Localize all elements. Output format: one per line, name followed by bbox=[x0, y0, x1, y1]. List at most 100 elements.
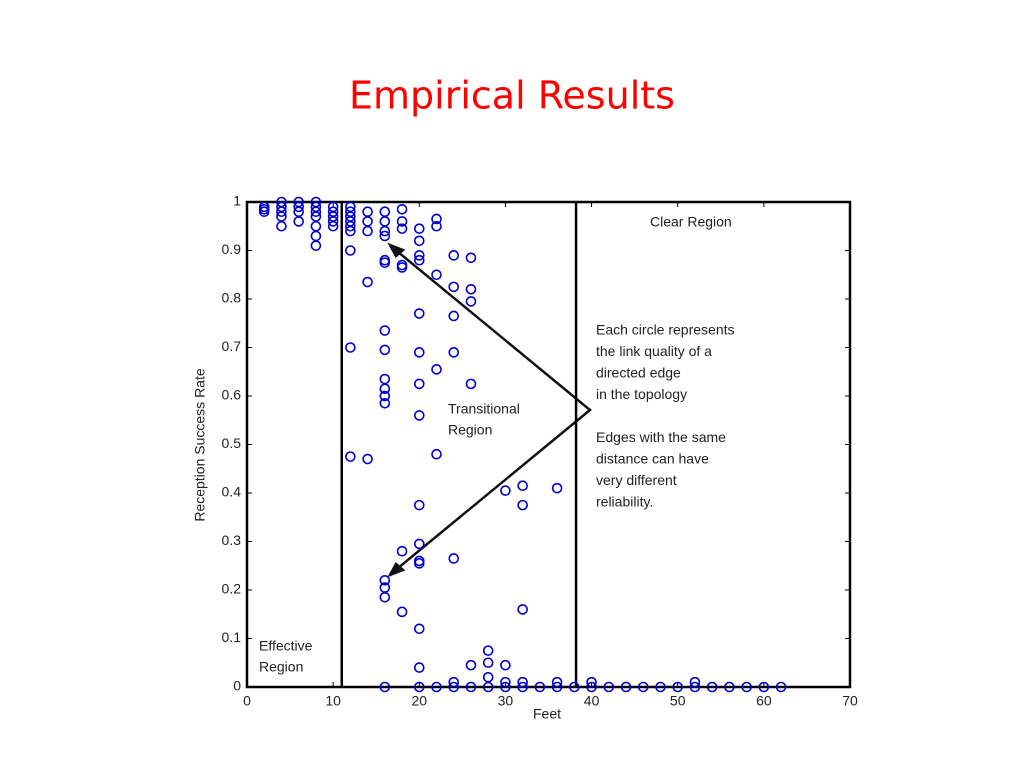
point bbox=[517, 499, 528, 511]
x-tick-label: 50 bbox=[670, 693, 686, 709]
point bbox=[345, 220, 356, 232]
point bbox=[413, 378, 425, 390]
point bbox=[396, 203, 408, 215]
point bbox=[689, 681, 701, 693]
point bbox=[551, 676, 563, 688]
point bbox=[413, 235, 425, 247]
point bbox=[379, 390, 391, 402]
point bbox=[276, 206, 287, 217]
point bbox=[706, 681, 718, 693]
point bbox=[327, 216, 339, 227]
point bbox=[551, 681, 563, 693]
point bbox=[413, 662, 425, 673]
point bbox=[379, 681, 391, 693]
point bbox=[465, 252, 477, 264]
point bbox=[517, 604, 528, 615]
point bbox=[517, 480, 528, 492]
point bbox=[534, 681, 546, 693]
y-tick-label: 0.1 bbox=[222, 629, 242, 645]
note: Each circle represents the link quality o… bbox=[596, 322, 735, 510]
point bbox=[310, 206, 322, 217]
point bbox=[672, 681, 684, 693]
point bbox=[500, 485, 511, 496]
point bbox=[603, 681, 615, 693]
point bbox=[379, 383, 391, 395]
point bbox=[586, 681, 597, 693]
point bbox=[327, 220, 339, 232]
point bbox=[465, 659, 477, 671]
point bbox=[396, 223, 408, 234]
point bbox=[569, 681, 580, 693]
point bbox=[413, 250, 425, 261]
arrow-head bbox=[387, 242, 406, 258]
point bbox=[482, 671, 494, 683]
point bbox=[775, 681, 787, 693]
point bbox=[293, 201, 304, 213]
y-tick-label: 1 bbox=[233, 193, 241, 209]
y-axis-label: Reception Success Rate bbox=[192, 368, 208, 522]
annotation: Effective bbox=[259, 638, 313, 654]
annotation: Region bbox=[259, 659, 303, 675]
point bbox=[431, 220, 442, 232]
point bbox=[413, 538, 425, 550]
point bbox=[413, 347, 425, 358]
x-tick-label: 60 bbox=[756, 693, 772, 709]
point bbox=[413, 254, 425, 266]
point bbox=[293, 216, 304, 227]
point bbox=[379, 216, 391, 227]
point bbox=[379, 591, 391, 603]
point bbox=[379, 325, 391, 336]
point bbox=[431, 269, 442, 281]
y-tick-label: 0.7 bbox=[222, 338, 242, 354]
point bbox=[379, 397, 391, 409]
note-line: very different bbox=[596, 472, 677, 488]
point bbox=[379, 230, 391, 242]
arrow-head bbox=[387, 562, 406, 578]
annotation: Region bbox=[448, 422, 492, 438]
x-axis-label: Feet bbox=[533, 706, 561, 722]
point bbox=[362, 225, 373, 237]
point bbox=[758, 681, 770, 693]
point bbox=[448, 676, 460, 688]
point bbox=[586, 676, 597, 688]
point bbox=[448, 553, 460, 564]
x-tick-label: 30 bbox=[498, 693, 514, 709]
point bbox=[379, 206, 391, 217]
point bbox=[413, 308, 425, 319]
point bbox=[517, 676, 528, 688]
note-line: in the topology bbox=[596, 386, 687, 402]
point bbox=[448, 250, 460, 261]
point bbox=[482, 645, 494, 656]
point bbox=[345, 451, 356, 462]
point bbox=[345, 245, 356, 256]
y-tick-label: 0.9 bbox=[222, 241, 242, 257]
arrows bbox=[387, 242, 592, 578]
note-line: directed edge bbox=[596, 365, 681, 381]
point bbox=[500, 681, 511, 693]
point bbox=[345, 342, 356, 353]
point bbox=[465, 681, 477, 693]
point bbox=[448, 681, 460, 693]
point bbox=[637, 681, 649, 693]
point bbox=[431, 681, 442, 693]
x-tick-label: 70 bbox=[842, 693, 858, 709]
point bbox=[362, 453, 373, 465]
point bbox=[396, 216, 408, 227]
x-tick-label: 0 bbox=[243, 693, 251, 709]
y-tick-label: 0 bbox=[233, 678, 241, 694]
note-line: distance can have bbox=[596, 451, 709, 467]
x-tick-label: 20 bbox=[411, 693, 427, 709]
point bbox=[362, 276, 373, 288]
y-tick-label: 0.6 bbox=[222, 387, 242, 403]
point bbox=[379, 257, 391, 268]
point bbox=[741, 681, 752, 693]
point bbox=[396, 606, 408, 618]
note-line: Edges with the same bbox=[596, 429, 726, 445]
point bbox=[431, 364, 442, 375]
point bbox=[431, 213, 442, 225]
point bbox=[448, 281, 460, 293]
point bbox=[448, 310, 460, 322]
point bbox=[689, 676, 701, 688]
point bbox=[413, 223, 425, 234]
